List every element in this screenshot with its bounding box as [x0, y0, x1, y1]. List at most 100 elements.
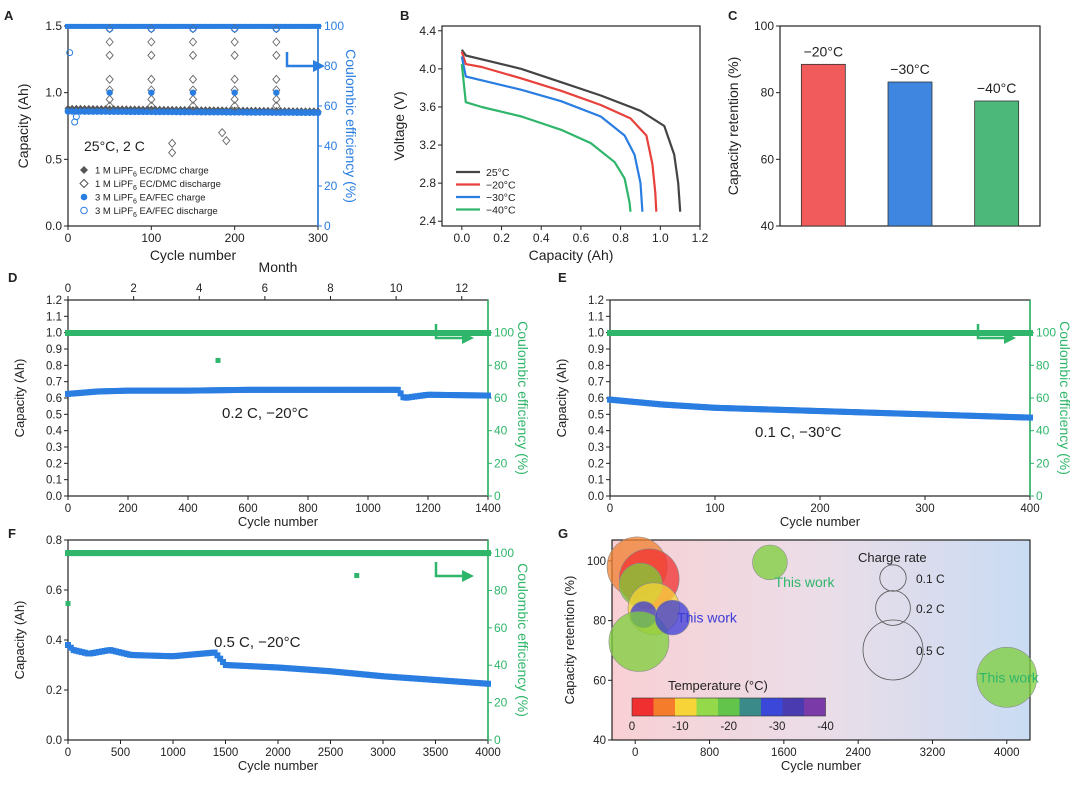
panel-f-y2tick-label: 60 — [494, 621, 508, 635]
panel-d-x2tick-label: 12 — [455, 283, 468, 295]
panel-e-ce-point — [720, 329, 727, 336]
panel-g-size-legend-circle — [879, 564, 907, 592]
panel-c-bar — [887, 81, 933, 227]
panel-f-capacity-point — [485, 680, 491, 687]
panel-f-ce-point — [361, 550, 368, 557]
panel-d-y2tick-label: 60 — [494, 391, 508, 405]
panel-a-legend-label: 1 M LiPF6 EC/DMC discharge — [95, 179, 221, 192]
panel-f-xtick-label: 0 — [65, 747, 71, 759]
panel-d-y2label: Coulombic efficiency (%) — [515, 321, 531, 475]
panel-g-xlabel: Cycle number — [781, 758, 862, 773]
panel-e-ce-point — [847, 329, 854, 336]
panel-d-ce-point — [159, 329, 166, 336]
panel-d-ce-point — [374, 329, 381, 336]
panel-e-ytick-label: 0.2 — [588, 458, 604, 470]
panel-d-ce-point — [188, 329, 195, 336]
panel-f-ytick-label: 0.4 — [46, 635, 63, 647]
panel-e-ce-point — [649, 329, 656, 336]
panel-e-xtick-label: 300 — [915, 503, 934, 515]
panel-a-ce-point — [190, 23, 196, 29]
panel-d-capacity-point — [394, 386, 401, 393]
panel-a-ce-point — [95, 23, 101, 29]
panel-d-ce-point — [341, 329, 348, 336]
panel-d-ytick-label: 0.1 — [46, 475, 62, 487]
panel-f-arrow — [434, 562, 464, 578]
panel-letter-A: A — [4, 8, 14, 23]
panel-d-ce-point — [91, 329, 98, 336]
panel-f-ce-point — [358, 550, 365, 557]
panel-b-legend-label: 25°C — [486, 167, 510, 179]
panel-d-ce-point — [416, 329, 423, 336]
panel-f-ce-point — [104, 550, 111, 557]
panel-f-ce-point — [84, 550, 91, 557]
panel-d-ce-point — [65, 329, 71, 336]
panel-e-ce-point — [939, 329, 946, 336]
panel-b-ytick-label: 4.4 — [419, 24, 436, 38]
panel-e-ce-point — [1017, 329, 1024, 336]
panel-f-y2tick-label: 40 — [494, 658, 508, 672]
panel-d-ce-point — [449, 329, 456, 336]
panel-f-ce-point — [426, 550, 433, 557]
panel-d-ce-point — [266, 329, 273, 336]
panel-f-ce-point — [270, 550, 277, 557]
panel-d-x2tick-label: 8 — [327, 283, 333, 295]
panel-f-ce-point — [458, 550, 465, 557]
panel-e-ce-point — [922, 329, 929, 336]
panel-f-ce-point — [191, 550, 198, 557]
panel-f-ce-point — [68, 550, 75, 557]
panel-a-outlier — [106, 89, 113, 96]
panel-a-ce-point — [205, 23, 211, 29]
panel-f-ce-point — [205, 550, 211, 557]
panel-a-ce-point — [270, 23, 276, 29]
panel-f-ce-point — [74, 550, 81, 557]
panel-e-ce-point — [714, 329, 721, 336]
panel-f-ce-point — [198, 550, 205, 557]
panel-f-ce-point — [322, 550, 329, 557]
panel-f-ce-point — [468, 550, 475, 557]
panel-f-ce-point — [432, 550, 439, 557]
panel-a-eafec-point — [314, 109, 322, 117]
panel-b-legend-label: −30°C — [486, 192, 516, 204]
panel-f-ce-point — [413, 550, 420, 557]
panel-f-ce-point — [162, 550, 169, 557]
panel-a-outlier — [147, 74, 156, 85]
panel-a-ce-point — [225, 23, 231, 29]
panel-d-ce-point — [253, 329, 260, 336]
panel-e-ce-point — [1007, 329, 1014, 336]
panel-g-ylabel: Capacity retention (%) — [562, 576, 577, 705]
panel-f-ce-point — [237, 550, 244, 557]
panel-e-ce-point — [688, 329, 695, 336]
panel-f-ce-point — [214, 550, 221, 557]
panel-e-ytick-label: 0.1 — [588, 475, 604, 487]
panel-f-ce-point — [286, 550, 293, 557]
panel-e-ce-point — [893, 329, 900, 336]
panel-f-ce-point — [390, 550, 397, 557]
panel-e-ce-point — [659, 329, 666, 336]
panel-f-ce-point — [208, 550, 215, 557]
panel-f-ce-point — [452, 550, 459, 557]
panel-e-ce-point — [636, 329, 643, 336]
panel-d-ce-point — [221, 329, 228, 336]
panel-b-xtick-label: 0.8 — [612, 231, 629, 245]
panel-letter-F: F — [8, 526, 16, 541]
panel-a-outlier — [147, 101, 156, 111]
panel-d-ce-point — [305, 329, 312, 336]
panel-f-ce-point — [367, 550, 374, 557]
panel-a-xtick-label: 200 — [225, 231, 245, 245]
panel-e-ce-point — [1004, 329, 1011, 336]
panel-a-outlier — [230, 101, 239, 111]
panel-e-ce-point — [952, 329, 959, 336]
panel-f-ce-point — [273, 550, 280, 557]
panel-e-ce-point — [737, 329, 744, 336]
panel-f-ce-point — [211, 550, 218, 557]
panel-e-ce-point — [984, 329, 991, 336]
panel-d-ce-point — [227, 329, 234, 336]
panel-d-ce-point — [201, 329, 208, 336]
panel-d-ce-point — [247, 329, 254, 336]
panel-d-ce-point — [97, 329, 104, 336]
panel-d-ce-point — [257, 329, 264, 336]
panel-e-ce-point — [916, 329, 923, 336]
panel-a-legend-marker — [79, 178, 89, 189]
panel-b-ytick-label: 3.2 — [419, 138, 436, 152]
panel-e-ce-point — [730, 329, 737, 336]
